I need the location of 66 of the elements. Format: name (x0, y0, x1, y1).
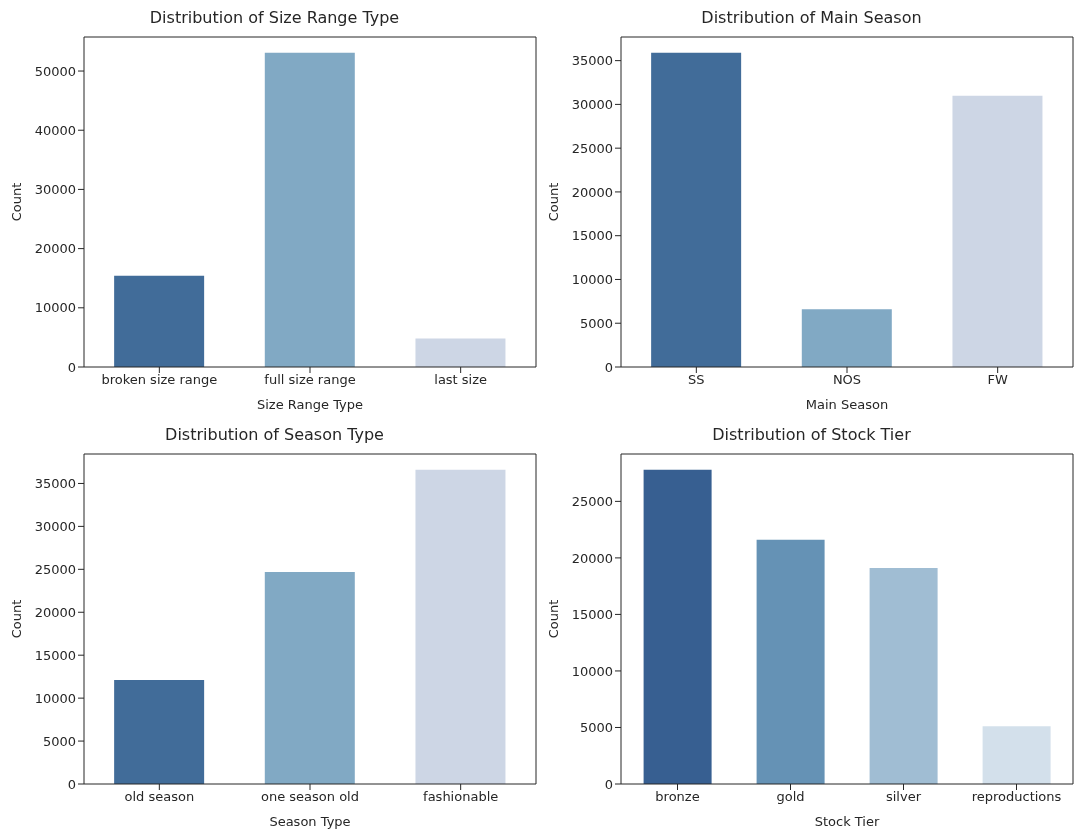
x-tick-label: last size (434, 372, 488, 388)
y-tick-label: 25000 (571, 493, 613, 509)
x-tick-label: NOS (832, 372, 862, 388)
bar (982, 726, 1051, 784)
x-tick-label: SS (688, 372, 705, 388)
bar (415, 338, 506, 367)
bar (114, 680, 205, 784)
bar (651, 52, 742, 367)
x-tick-label: bronze (655, 789, 700, 805)
y-axis-title: Count (545, 599, 561, 639)
x-axis-title: Main Season (805, 397, 889, 412)
chart-title: Distribution of Season Type (164, 425, 385, 446)
chart-title: Distribution of Size Range Type (148, 8, 401, 29)
y-axis-title: Count (8, 599, 24, 639)
y-tick-label: 10000 (571, 272, 613, 288)
y-tick-label: 5000 (579, 720, 613, 736)
bar (264, 571, 355, 784)
chart-title: Distribution of Stock Tier (711, 425, 912, 446)
y-tick-label: 50000 (34, 63, 76, 79)
y-tick-label: 30000 (571, 97, 613, 113)
x-axis-title: Size Range Type (256, 397, 364, 412)
bar (415, 469, 506, 784)
y-tick-label: 20000 (571, 550, 613, 566)
x-tick-label: broken size range (101, 372, 218, 388)
y-tick-label: 15000 (571, 607, 613, 623)
y-tick-label: 10000 (34, 300, 76, 316)
x-tick-label: full size range (264, 372, 356, 388)
y-tick-label: 0 (67, 359, 76, 375)
bar (801, 309, 892, 367)
x-tick-label: old season (124, 789, 195, 805)
bar (952, 95, 1043, 367)
x-tick-label: silver (885, 789, 922, 805)
bar (264, 52, 355, 367)
chart-title: Distribution of Main Season (700, 8, 923, 29)
y-axis-title: Count (8, 182, 24, 222)
bar (114, 275, 205, 367)
y-tick-label: 20000 (34, 241, 76, 257)
y-axis-title: Count (545, 182, 561, 222)
bar (643, 469, 712, 784)
y-tick-label: 20000 (34, 604, 76, 620)
y-tick-label: 25000 (571, 140, 613, 156)
bar (756, 539, 825, 784)
y-tick-label: 15000 (34, 647, 76, 663)
x-tick-label: fashionable (423, 789, 499, 805)
y-tick-label: 0 (604, 776, 613, 792)
y-tick-label: 30000 (34, 519, 76, 534)
x-tick-label: FW (987, 372, 1008, 388)
y-tick-label: 5000 (42, 733, 76, 749)
x-tick-label: one season old (261, 789, 359, 805)
y-tick-label: 25000 (34, 561, 76, 577)
y-tick-label: 15000 (571, 228, 613, 244)
y-tick-label: 0 (67, 776, 76, 792)
x-axis-title: Season Type (269, 814, 351, 829)
y-tick-label: 10000 (34, 690, 76, 706)
y-tick-label: 0 (604, 359, 613, 375)
bar (869, 568, 938, 784)
y-tick-label: 5000 (579, 315, 613, 331)
y-tick-label: 30000 (34, 182, 76, 198)
x-axis-title: Stock Tier (814, 814, 880, 829)
y-tick-label: 10000 (571, 663, 613, 679)
x-tick-label: gold (776, 789, 805, 805)
y-tick-label: 35000 (34, 476, 76, 492)
y-tick-label: 20000 (571, 184, 613, 200)
y-tick-label: 35000 (571, 53, 613, 69)
y-tick-label: 40000 (34, 122, 76, 138)
x-tick-label: reproductions (971, 789, 1062, 805)
